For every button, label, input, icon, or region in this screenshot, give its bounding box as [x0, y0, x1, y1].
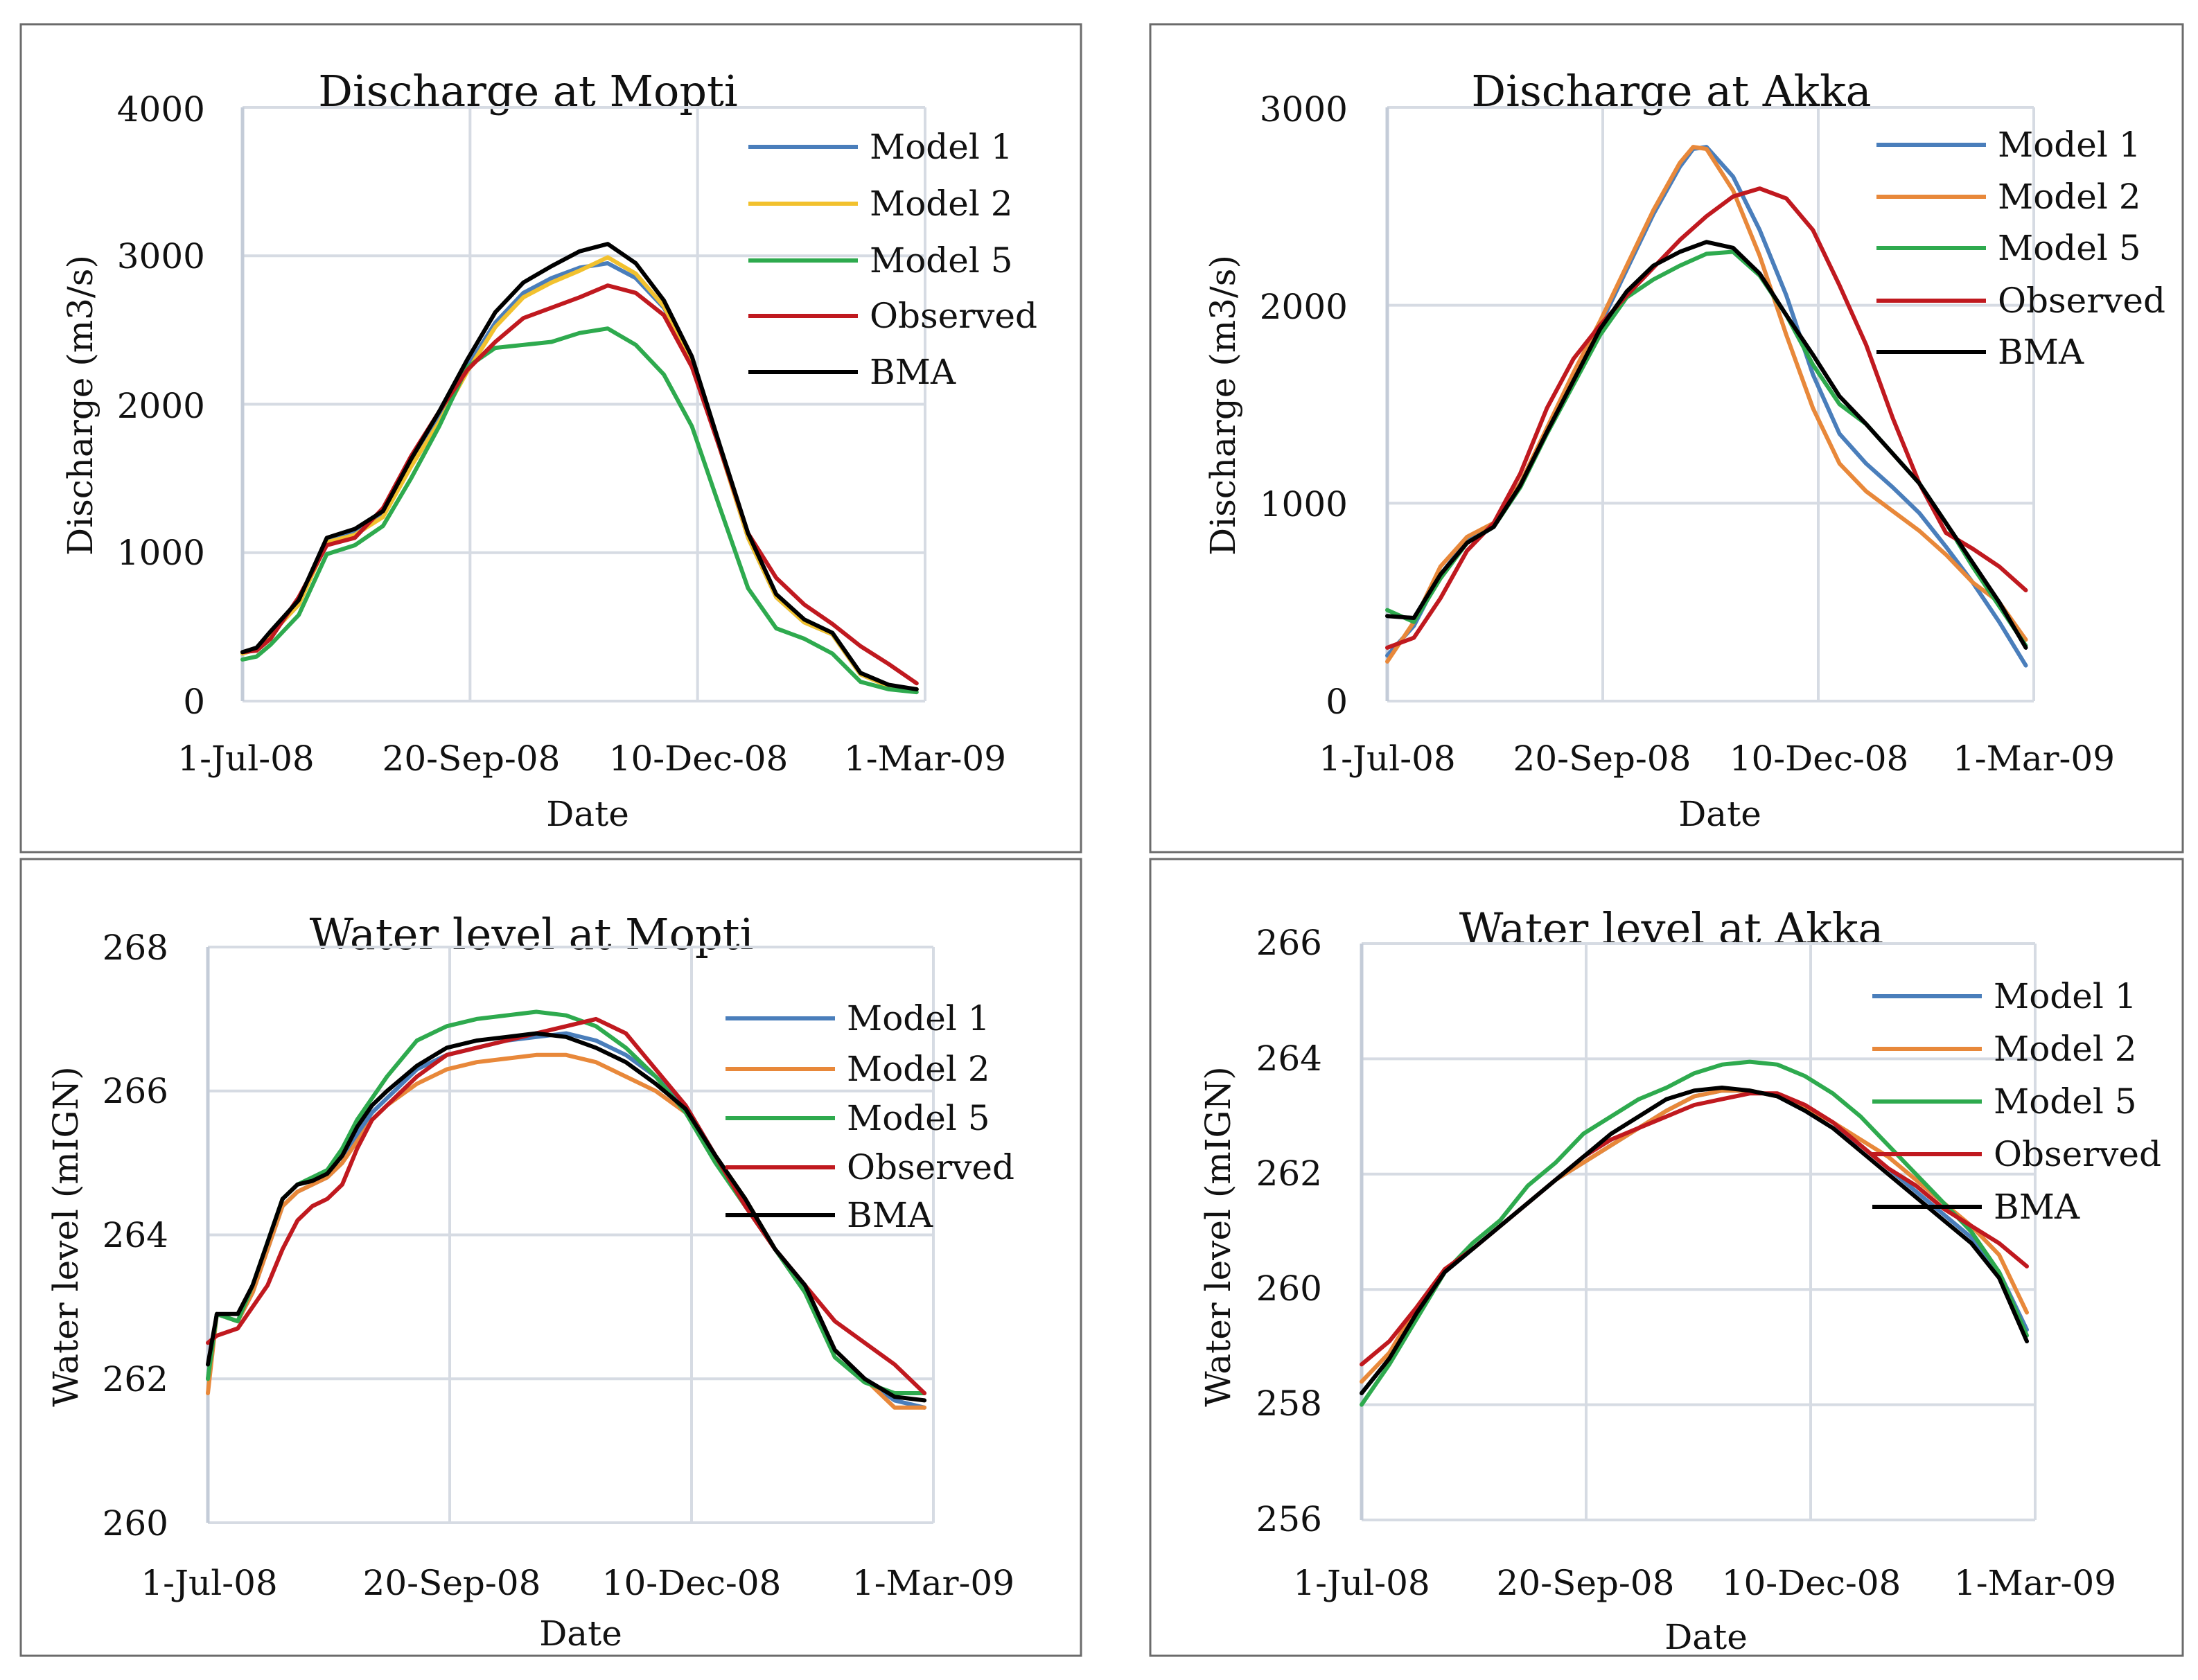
- gridlines: [1385, 106, 2035, 702]
- gridlines: [206, 946, 935, 1524]
- y-tick-label: 266: [1256, 923, 1322, 963]
- series-group: [1360, 1059, 2029, 1407]
- y-tick-label: 268: [103, 928, 168, 968]
- x-tick-label: 20-Sep-08: [363, 1563, 541, 1603]
- x-axis-label: Date: [539, 1613, 622, 1654]
- series-line-bma: [240, 242, 919, 691]
- legend-label: Model 5: [1994, 1081, 2137, 1122]
- x-tick-label: 10-Dec-08: [1730, 739, 1909, 779]
- series-group: [206, 1009, 927, 1410]
- panel-frame: [1149, 23, 2184, 854]
- legend: Model 1 Model 2 Model 5 Observed BMA: [1876, 125, 2165, 372]
- x-tick-label: 1-Jul-08: [177, 739, 314, 779]
- legend-label: Model 5: [1998, 228, 2141, 268]
- series-line-bma: [1360, 1086, 2029, 1395]
- legend-label: BMA: [870, 352, 956, 392]
- chart-title: Discharge at Mopti: [318, 66, 738, 116]
- gridlines: [240, 106, 926, 702]
- legend-label: Model 1: [1994, 976, 2137, 1016]
- x-tick-label: 20-Sep-08: [1513, 739, 1691, 779]
- x-axis-label: Date: [546, 794, 629, 834]
- chart-panel-discharge-mopti: Discharge at Mopti 4000 3000 2000 1000 0…: [19, 23, 1082, 854]
- legend: Model 1 Model 2 Model 5 Observed BMA: [1872, 976, 2161, 1227]
- legend-label: Model 5: [870, 240, 1013, 281]
- series-line-model-5: [240, 326, 919, 695]
- y-tick-label: 256: [1256, 1499, 1322, 1539]
- legend-label: Observed: [1998, 281, 2165, 321]
- x-tick-label: 1-Mar-09: [1953, 739, 2115, 779]
- series-line-model-5: [1360, 1059, 2029, 1407]
- chart-panel-discharge-akka: Discharge at Akka 3000 2000 1000 0 1-Jul…: [1149, 23, 2184, 854]
- legend-label: BMA: [1994, 1187, 2080, 1227]
- panel-frame: [19, 23, 1082, 854]
- y-tick-label: 258: [1256, 1383, 1322, 1424]
- legend: Model 1 Model 2 Model 5 Observed BMA: [748, 127, 1037, 392]
- series-line-model-2: [240, 255, 919, 691]
- legend-label: Observed: [870, 296, 1037, 336]
- y-tick-label: 1000: [1260, 484, 1348, 524]
- x-axis-label: Date: [1664, 1617, 1748, 1657]
- chart-title: Water level at Mopti: [310, 909, 754, 960]
- x-tick-label: 1-Jul-08: [1293, 1563, 1430, 1603]
- y-axis-label: Water level (mIGN): [46, 1066, 86, 1407]
- legend-label: Model 1: [847, 998, 990, 1038]
- x-tick-label: 1-Jul-08: [1319, 739, 1455, 779]
- chart-title: Discharge at Akka: [1471, 66, 1871, 116]
- y-tick-label: 4000: [117, 89, 205, 130]
- y-tick-label: 266: [103, 1071, 168, 1111]
- chart-title: Water level at Akka: [1459, 903, 1884, 954]
- x-tick-label: 1-Mar-09: [852, 1563, 1014, 1603]
- x-axis-label: Date: [1678, 794, 1761, 834]
- y-tick-label: 2000: [117, 386, 205, 426]
- series-group: [240, 242, 919, 695]
- legend-label: Model 2: [870, 184, 1013, 224]
- series-group: [1385, 145, 2028, 668]
- y-tick-label: 262: [1256, 1153, 1322, 1194]
- legend: Model 1 Model 2 Model 5 Observed BMA: [726, 998, 1014, 1235]
- y-tick-label: 262: [103, 1359, 168, 1399]
- series-line-observed: [240, 283, 919, 686]
- legend-label: Model 2: [847, 1049, 990, 1089]
- y-tick-label: 264: [1256, 1038, 1322, 1079]
- y-tick-label: 260: [1256, 1268, 1322, 1309]
- legend-label: Model 1: [1998, 125, 2141, 165]
- y-tick-label: 2000: [1260, 287, 1348, 327]
- legend-label: Model 2: [1998, 177, 2141, 217]
- legend-label: Observed: [847, 1147, 1014, 1187]
- legend-label: Model 2: [1994, 1029, 2137, 1069]
- legend-label: BMA: [847, 1195, 933, 1235]
- y-tick-label: 260: [103, 1503, 168, 1544]
- series-line-bma: [206, 1031, 927, 1403]
- x-tick-label: 10-Dec-08: [1722, 1563, 1901, 1603]
- y-tick-label: 264: [103, 1215, 168, 1255]
- series-line-bma: [1385, 240, 2028, 650]
- y-axis-label: Discharge (m3/s): [60, 255, 100, 556]
- chart-panel-water-level-akka: Water level at Akka 266 264 262 260 258 …: [1149, 858, 2184, 1657]
- y-tick-label: 3000: [117, 236, 205, 276]
- x-tick-label: 1-Mar-09: [844, 739, 1006, 779]
- x-tick-label: 20-Sep-08: [1497, 1563, 1675, 1603]
- panel-frame: [1149, 858, 2184, 1657]
- y-tick-label: 3000: [1260, 89, 1348, 130]
- y-axis-label: Water level (mIGN): [1198, 1066, 1238, 1407]
- legend-label: Model 1: [870, 127, 1013, 167]
- legend-label: Model 5: [847, 1098, 990, 1138]
- panel-frame: [19, 858, 1082, 1657]
- x-tick-label: 10-Dec-08: [602, 1563, 782, 1603]
- x-tick-label: 20-Sep-08: [383, 739, 561, 779]
- y-tick-label: 0: [1326, 682, 1348, 722]
- gridlines: [1360, 942, 2037, 1521]
- chart-panel-water-level-mopti: Water level at Mopti 268 266 264 262 260…: [19, 858, 1082, 1657]
- x-tick-label: 1-Jul-08: [141, 1563, 277, 1603]
- x-tick-label: 1-Mar-09: [1954, 1563, 2116, 1603]
- legend-label: Observed: [1994, 1134, 2161, 1174]
- y-axis-label: Discharge (m3/s): [1203, 255, 1243, 556]
- y-tick-label: 0: [183, 682, 205, 722]
- y-tick-label: 1000: [117, 533, 205, 573]
- x-tick-label: 10-Dec-08: [609, 739, 789, 779]
- legend-label: BMA: [1998, 332, 2084, 372]
